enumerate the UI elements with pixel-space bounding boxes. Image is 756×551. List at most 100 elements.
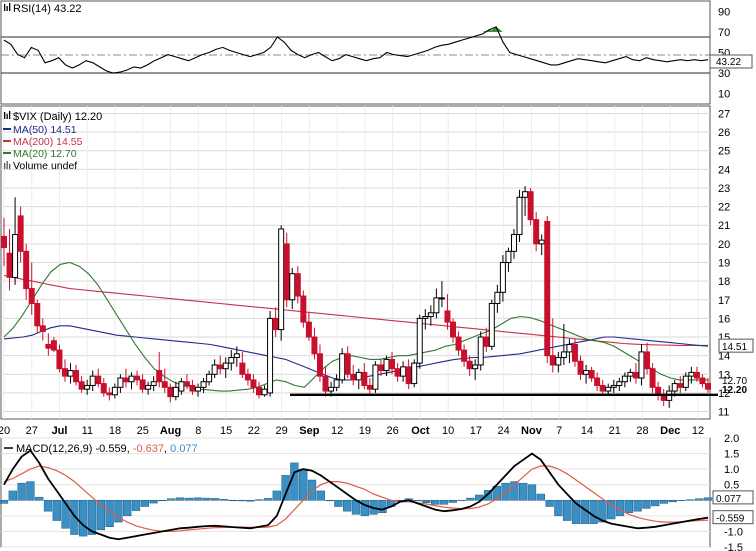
macd-hist-bar — [202, 497, 211, 501]
candle — [300, 290, 307, 328]
candle — [533, 212, 540, 252]
candle — [583, 364, 590, 384]
candle-body — [233, 353, 240, 359]
macd-hist-bar — [695, 498, 704, 501]
price-y-tick: 21 — [718, 220, 730, 232]
candle-body — [488, 302, 495, 347]
candle-body — [438, 297, 445, 300]
macd-hist-bar — [43, 500, 53, 512]
macd-hist-bar — [0, 500, 9, 504]
macd-hist-bar — [246, 500, 255, 502]
candle-body — [294, 273, 301, 297]
candle — [12, 197, 19, 285]
macd-hist-bar — [17, 482, 26, 501]
candle — [494, 284, 501, 313]
candle-body — [483, 336, 490, 347]
macd-panel-frame — [0, 437, 711, 548]
ma20-line — [3, 261, 708, 392]
candle — [50, 337, 57, 352]
rsi-overbought-area — [489, 26, 503, 32]
candle-body — [427, 312, 434, 318]
macd-title-text: MACD(12,26,9) -0.559, -0.637, 0.077 — [16, 443, 198, 455]
macd-hist-bar — [510, 481, 519, 501]
macd-hist-bar — [483, 490, 493, 501]
candle-body — [12, 234, 19, 278]
rsi-y-tick: 30 — [718, 68, 730, 80]
macd-line — [3, 449, 709, 541]
macd-hist-bar — [237, 500, 246, 502]
candle — [372, 361, 379, 393]
candle-body — [111, 386, 118, 396]
candle-body — [594, 377, 601, 386]
candle — [488, 299, 495, 351]
price-x-tick: Dec — [660, 425, 680, 437]
macd-hist-bar — [52, 500, 61, 521]
candle-body — [682, 375, 689, 388]
candle — [566, 338, 573, 364]
candle-body — [499, 262, 506, 293]
candle-body — [610, 384, 617, 388]
rsi-value-tag-text: 43.22 — [716, 57, 741, 68]
volume-icon — [4, 163, 6, 169]
macd-hist-bar — [299, 468, 308, 501]
macd-y-tick: 1.0 — [724, 464, 739, 476]
candle-body — [195, 386, 202, 392]
price-x-tick: 25 — [137, 425, 149, 437]
candle-body — [366, 384, 373, 390]
candle — [211, 359, 218, 379]
legend-label: MA(20) 12.70 — [13, 148, 77, 160]
candle — [400, 361, 407, 382]
candle — [355, 368, 362, 390]
candle-body — [705, 383, 711, 390]
price-y-tick: 14 — [718, 351, 730, 363]
price-gridlines — [1, 112, 710, 413]
macd-hist-bar — [263, 498, 273, 501]
candle — [610, 379, 617, 393]
candle — [644, 342, 651, 375]
rsi-title-icon — [4, 3, 11, 11]
candle-body — [78, 381, 85, 390]
candle-body — [450, 321, 457, 338]
candle-body — [560, 351, 567, 359]
macd-value-tag-text: -0.559 — [716, 514, 745, 525]
macd-y-tick: 1.5 — [724, 449, 739, 461]
candle — [455, 331, 462, 356]
price-x-tick: 18 — [109, 425, 121, 437]
rsi-title-text: RSI(14) 43.22 — [13, 3, 81, 15]
macd-hist-bar — [360, 500, 369, 517]
candle — [73, 364, 80, 386]
candle-body — [50, 340, 57, 351]
candle-body — [555, 357, 562, 366]
price-x-tick: Aug — [160, 425, 181, 437]
legend-item: MA(20) 12.70 — [3, 148, 77, 160]
macd-hist-bar — [448, 500, 457, 503]
candle-body — [649, 368, 656, 388]
macd-hist-bar — [659, 500, 669, 504]
candle-body — [688, 371, 695, 377]
macd-hist-bar — [633, 500, 642, 512]
price-x-tick: 14 — [581, 425, 593, 437]
candle — [339, 348, 346, 384]
candle-body — [677, 383, 684, 388]
candle — [239, 351, 246, 379]
macd-hist-bar — [87, 500, 97, 535]
rsi-panel-frame — [0, 0, 711, 105]
candle-body — [34, 302, 41, 327]
candle — [383, 355, 390, 377]
candle — [505, 247, 512, 272]
candle — [433, 288, 440, 319]
candle — [344, 346, 351, 379]
macd-hist-bar — [184, 497, 193, 501]
macd-hist-bar — [422, 500, 431, 504]
candle-body — [255, 386, 262, 396]
price-y-tick: 18 — [718, 276, 730, 288]
candle — [206, 370, 213, 386]
legend-label: MA(200) 14.55 — [13, 136, 83, 148]
candle-body — [599, 384, 606, 392]
candle — [228, 350, 235, 371]
price-tag-text: 12.20 — [722, 385, 747, 396]
macd-hist-bar — [307, 479, 317, 501]
price-tag: 12.20 — [722, 385, 747, 396]
candle — [250, 374, 257, 393]
